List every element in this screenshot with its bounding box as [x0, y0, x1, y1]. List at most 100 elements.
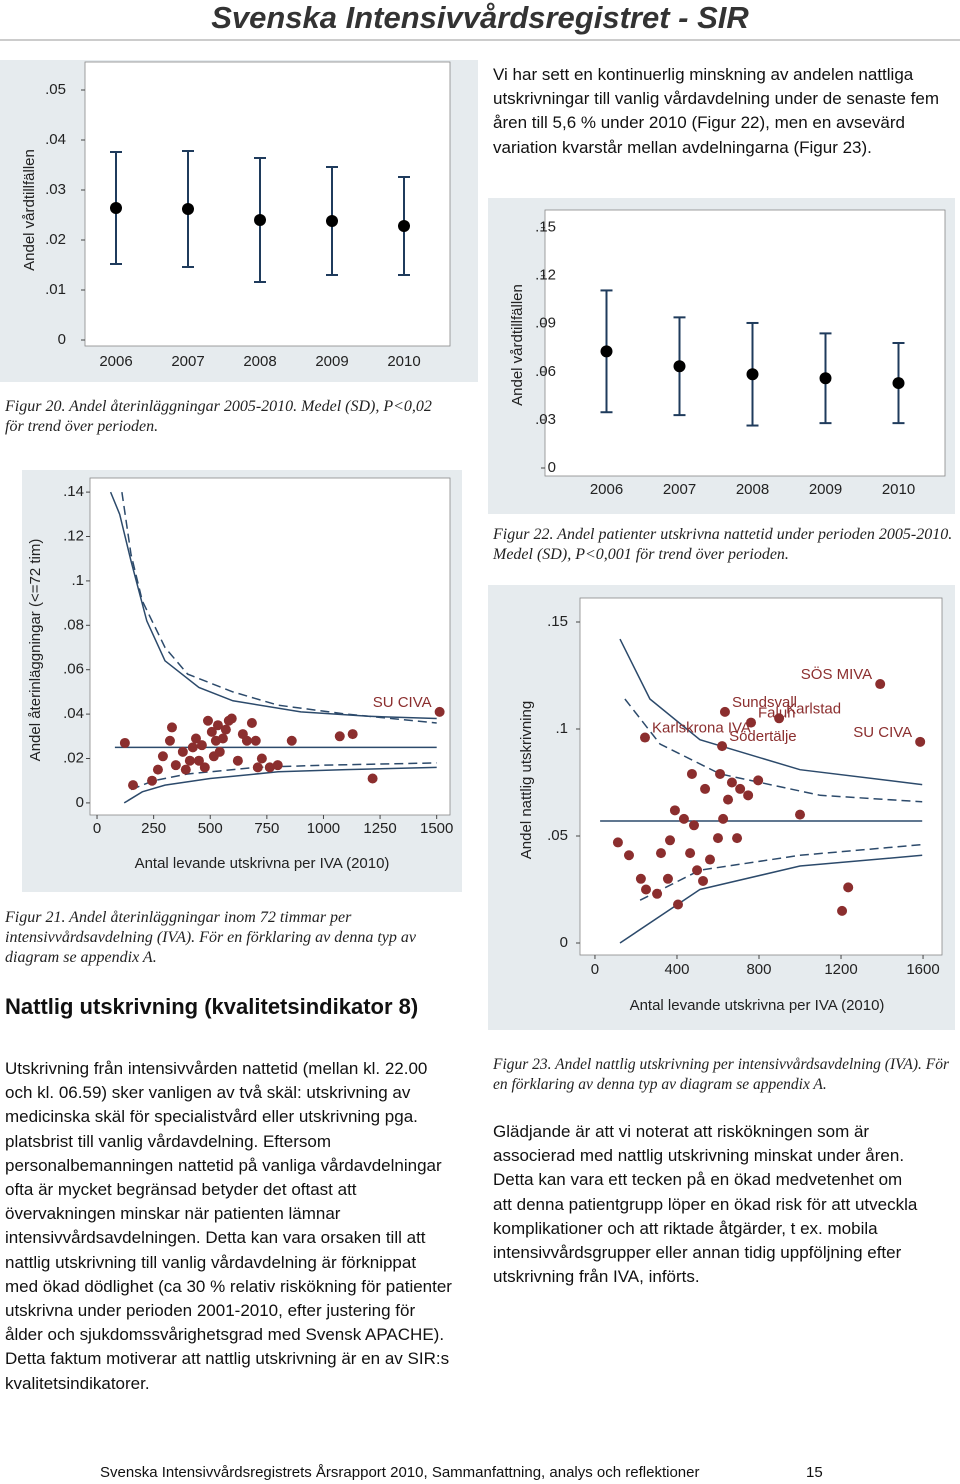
y-tick-label: .14	[63, 483, 84, 500]
y-tick-label: .02	[63, 749, 84, 766]
y-tick-label: 0	[548, 459, 556, 476]
point	[688, 820, 699, 831]
y-tick-label: .03	[45, 181, 66, 198]
x-tick-label: 0	[591, 961, 599, 978]
limit-line	[619, 638, 923, 786]
mean-dot	[182, 203, 194, 215]
y-tick-label: .12	[63, 527, 84, 544]
x-tick-label: 2008	[243, 353, 276, 370]
point	[685, 848, 696, 859]
point	[678, 813, 689, 824]
point	[119, 737, 130, 748]
mean-dot	[326, 215, 338, 227]
x-tick-label: 1000	[307, 820, 340, 837]
point	[202, 715, 213, 726]
point	[170, 760, 181, 771]
x-tick-label: 2010	[387, 353, 420, 370]
point	[843, 882, 854, 893]
plot-area	[89, 477, 451, 816]
y-tick-label: .1	[555, 720, 568, 737]
limit-line	[121, 491, 437, 724]
x-tick-label: 2010	[882, 481, 915, 498]
mean-dot	[398, 220, 410, 232]
caption: Figur 23. Andel nattlig utskrivning per …	[493, 1055, 960, 1095]
point	[652, 888, 663, 899]
point	[367, 773, 378, 784]
x-tick-label: 750	[254, 820, 279, 837]
point	[226, 713, 237, 724]
point	[639, 732, 650, 743]
point	[196, 740, 207, 751]
caption-label: Figur 21.	[5, 909, 66, 926]
page-number: 15	[806, 1464, 823, 1481]
limit-line	[619, 854, 923, 944]
point	[157, 751, 168, 762]
y-tick-label: .15	[547, 613, 568, 630]
point-label: Södertälje	[729, 728, 797, 745]
y-tick-label: .05	[547, 827, 568, 844]
point	[641, 884, 652, 895]
x-tick-label: 2006	[99, 353, 132, 370]
x-tick-label: 1200	[824, 961, 857, 978]
point	[193, 755, 204, 766]
mean-dot	[600, 345, 613, 358]
y-tick-label: .15	[535, 219, 556, 236]
x-tick-label: 2007	[663, 481, 696, 498]
point	[147, 775, 158, 786]
closing-paragraph: Glädjande är att vi noterat att riskökni…	[493, 1122, 918, 1287]
point	[272, 760, 283, 771]
header-title: Svenska Intensivvårdsregistret - SIR	[211, 0, 749, 35]
point	[743, 790, 754, 801]
x-tick-label: 2009	[315, 353, 348, 370]
point	[719, 706, 730, 717]
mean-dot	[673, 360, 686, 373]
x-tick-label: 2006	[590, 481, 623, 498]
point	[623, 850, 634, 861]
point	[212, 720, 223, 731]
caption-text: Andel återinläggningar 2005-2010. Medel …	[5, 398, 432, 435]
point	[732, 833, 743, 844]
limit-line	[639, 843, 923, 901]
y-tick-label: .06	[535, 363, 556, 380]
point	[717, 741, 728, 752]
point-label: Karlstad	[786, 700, 841, 717]
point	[241, 735, 252, 746]
point	[915, 736, 926, 747]
point	[718, 813, 729, 824]
y-tick-label: .05	[45, 81, 66, 98]
point	[264, 762, 275, 773]
point	[177, 746, 188, 757]
caption: Figur 22. Andel patienter utskrivna natt…	[493, 525, 953, 565]
point	[152, 764, 163, 775]
point-label: Sundsvall	[732, 694, 797, 711]
caption-text: Andel återinläggningar inom 72 timmar pe…	[5, 909, 417, 966]
mean-dot	[892, 377, 905, 390]
y-tick-label: 0	[560, 934, 568, 951]
point	[190, 733, 201, 744]
point	[655, 848, 666, 859]
x-tick-label: 400	[664, 961, 689, 978]
point	[698, 875, 709, 886]
y-axis-title: Andel vårdtillfällen	[21, 149, 38, 271]
point	[434, 706, 445, 717]
mean-dot	[819, 372, 832, 385]
point	[187, 742, 198, 753]
caption-text: Andel patienter utskrivna nattetid under…	[493, 526, 953, 563]
point	[206, 726, 217, 737]
point	[875, 679, 886, 690]
y-tick-label: 0	[76, 794, 84, 811]
y-tick-label: .08	[63, 616, 84, 633]
x-tick-label: 1250	[363, 820, 396, 837]
point	[712, 833, 723, 844]
y-tick-label: .04	[63, 705, 84, 722]
y-tick-label: .03	[535, 411, 556, 428]
point	[774, 713, 785, 724]
point	[635, 873, 646, 884]
caption-label: Figur 23.	[493, 1056, 552, 1073]
point	[795, 809, 806, 820]
point	[286, 735, 297, 746]
y-tick-label: .04	[45, 131, 66, 148]
point	[673, 899, 684, 910]
point	[220, 724, 231, 735]
limit-line	[624, 698, 923, 803]
